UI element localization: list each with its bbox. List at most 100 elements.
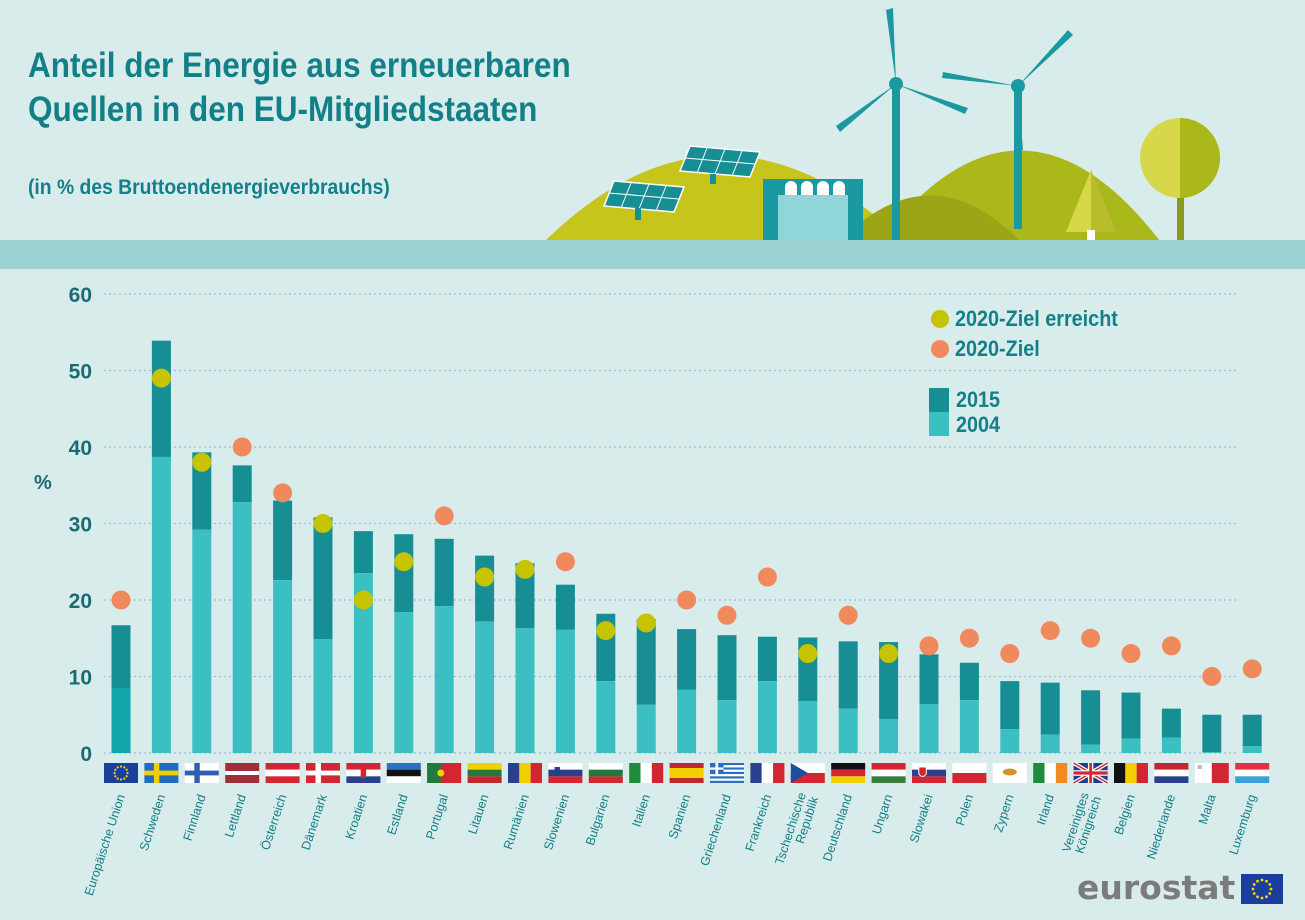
header-band <box>0 240 1305 269</box>
country-flag-icon <box>265 763 300 783</box>
wind-turbine-icon <box>836 8 968 241</box>
tree-icon <box>1140 118 1220 240</box>
star-icon <box>1252 892 1256 895</box>
y-tick-label: 0 <box>80 743 92 766</box>
x-tick-label: VereinigtesKönigreich <box>1059 791 1104 858</box>
bar-2004 <box>273 580 293 753</box>
country-flag-icon <box>467 763 502 783</box>
y-tick-label: 50 <box>69 361 92 384</box>
eu-flag-icon <box>1241 874 1283 904</box>
x-tick-label: Kroatien <box>343 793 371 842</box>
bar-2015 <box>1242 714 1262 747</box>
bar-2004 <box>1000 729 1020 753</box>
target-dot-reached <box>596 621 616 641</box>
star-icon <box>1268 883 1272 886</box>
bar-2004 <box>353 573 373 753</box>
bar-2015 <box>555 584 575 630</box>
x-tick-label: TschechischeRepublik <box>772 790 821 870</box>
title-line-1: Anteil der Energie aus erneuerbaren <box>28 46 571 85</box>
tree-icon <box>1066 170 1116 240</box>
legend-swatch-2015 <box>929 388 949 412</box>
bar-2004 <box>798 700 818 753</box>
bar-2004 <box>232 502 252 753</box>
bar-2004 <box>1040 734 1060 753</box>
target-dot <box>677 590 697 610</box>
star-icon <box>1260 896 1264 900</box>
y-tick-label: 30 <box>69 514 92 537</box>
x-tick-label: Malta <box>1196 793 1219 826</box>
target-dot-reached <box>636 613 656 633</box>
country-flag-icon <box>1194 763 1229 783</box>
legend-dot-reached <box>931 310 949 328</box>
target-dot <box>1242 659 1262 679</box>
x-tick-label: Slowenien <box>541 793 572 852</box>
x-tick-label: Belgien <box>1112 793 1138 837</box>
bar-2015 <box>757 636 777 682</box>
bar-2004 <box>757 681 777 753</box>
country-flag-icon <box>225 763 260 783</box>
y-axis-label: % <box>34 472 52 494</box>
x-tick-label: Ungarn <box>869 793 895 836</box>
target-dot <box>717 605 737 625</box>
star-icon <box>1265 879 1268 883</box>
x-tick-label: Bulgarien <box>583 793 613 848</box>
bar-2015 <box>111 625 131 688</box>
legend-swatch-2004 <box>929 412 949 436</box>
star-icon <box>1260 878 1264 882</box>
star-icon <box>1256 879 1259 883</box>
target-dot <box>555 552 575 572</box>
star-icon <box>1251 887 1255 891</box>
bar-2004 <box>313 639 333 753</box>
y-tick-label: 10 <box>69 667 92 690</box>
country-flag-icon <box>548 763 583 783</box>
target-dot-reached <box>798 644 818 664</box>
target-dot <box>757 567 777 587</box>
country-flag-icon <box>588 763 623 783</box>
legend-2004-label: 2004 <box>956 412 1001 437</box>
target-dot <box>111 590 131 610</box>
page-title: Anteil der Energie aus erneuerbaren Quel… <box>28 44 604 132</box>
x-tick-label: Slowakei <box>907 793 936 845</box>
bar-2004 <box>151 456 171 753</box>
country-flag-icon <box>144 763 179 783</box>
country-flag-icon <box>629 763 664 783</box>
x-tick-label: Österreich <box>258 793 289 852</box>
bar-2004 <box>838 708 858 753</box>
legend-reached: 2020-Ziel erreicht <box>931 306 1136 332</box>
bar-2015 <box>273 500 293 581</box>
bar-2015 <box>1161 708 1181 738</box>
legend-target-label: 2020-Ziel <box>955 336 1040 361</box>
y-tick-label: 60 <box>69 284 92 307</box>
bar-2004 <box>192 529 212 753</box>
country-flag-icon <box>346 763 381 783</box>
bar-2004 <box>717 700 737 753</box>
legend-dot-target <box>931 340 949 358</box>
bar-2015 <box>838 641 858 709</box>
bar-2004 <box>879 719 899 753</box>
target-dot <box>273 483 293 503</box>
target-dot-reached <box>879 644 899 664</box>
bar-2015 <box>1202 714 1222 753</box>
target-dot <box>1121 644 1141 664</box>
solar-panel-icon <box>602 180 686 220</box>
x-tick-label: Frankreich <box>743 793 775 854</box>
bar-2015 <box>677 629 697 690</box>
legend-target: 2020-Ziel <box>931 336 1049 362</box>
x-tick-label: Europäische Union <box>82 793 128 898</box>
country-flag-icon <box>871 763 906 783</box>
bar-2004 <box>111 687 131 753</box>
x-tick-label: Italien <box>629 793 653 829</box>
country-flag-icon <box>790 763 825 783</box>
bar-2004 <box>475 621 495 753</box>
target-dot-reached <box>475 567 495 587</box>
title-line-2: Quellen in den EU-Mitgliedstaaten <box>28 90 538 129</box>
bar-2004 <box>919 704 939 753</box>
legend-reached-label: 2020-Ziel erreicht <box>955 306 1118 331</box>
star-icon <box>1252 883 1256 886</box>
country-flag-icon <box>952 763 987 783</box>
bar-2004 <box>596 681 616 753</box>
y-tick-label: 20 <box>69 590 92 613</box>
solar-panel-icon <box>678 145 762 184</box>
